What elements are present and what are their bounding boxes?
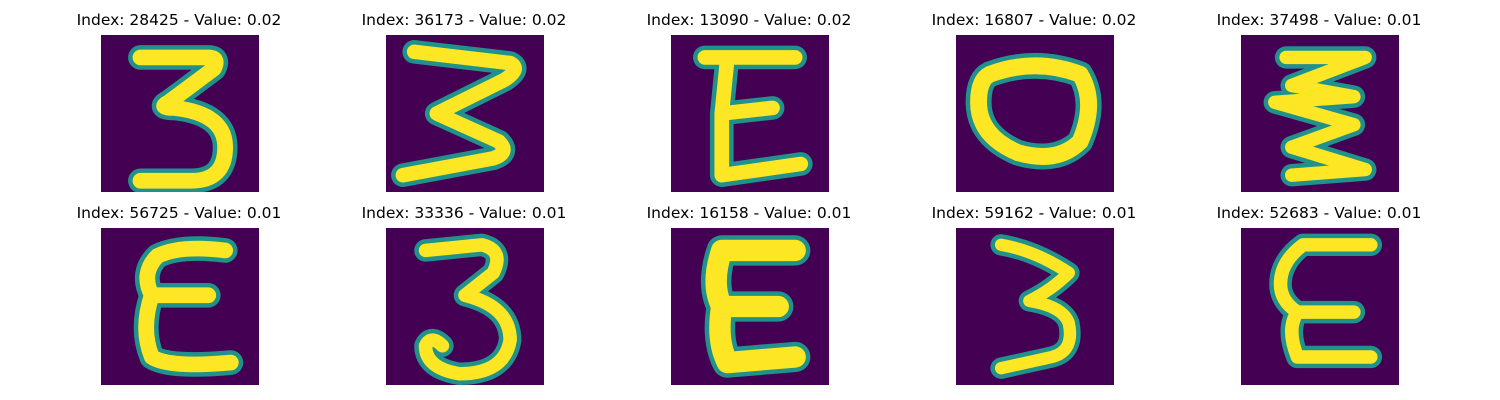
digit-image: [1241, 228, 1399, 385]
glyph-O-image: [965, 52, 1102, 170]
glyph-3-image: [990, 234, 1081, 379]
panel-title: Index: 16807 - Value: 0.02: [931, 11, 1137, 29]
panel-4: Index: 16807 - Value: 0.02: [884, 0, 1184, 193]
panel-title: Index: 36173 - Value: 0.02: [361, 11, 567, 29]
panel-2: Index: 36173 - Value: 0.02: [314, 0, 614, 193]
digit-image: [671, 35, 829, 192]
panel-8: Index: 16158 - Value: 0.01: [599, 193, 899, 386]
glyph-3-image: [128, 45, 238, 192]
glyph-3-image: [391, 40, 527, 187]
digit-image: [956, 228, 1114, 385]
digit-image: [101, 228, 259, 385]
digit-image: [101, 35, 259, 192]
panel-title: Index: 33336 - Value: 0.01: [361, 204, 567, 222]
digit-image: [671, 228, 829, 385]
panel-title: Index: 16158 - Value: 0.01: [646, 204, 852, 222]
panel-title: Index: 52683 - Value: 0.01: [1216, 204, 1422, 222]
panel-7: Index: 33336 - Value: 0.01: [314, 193, 614, 386]
digit-image: [386, 228, 544, 385]
panel-title: Index: 59162 - Value: 0.01: [931, 204, 1137, 222]
panel-title: Index: 37498 - Value: 0.01: [1216, 11, 1422, 29]
panel-title: Index: 56725 - Value: 0.01: [76, 204, 282, 222]
panel-title: Index: 28425 - Value: 0.02: [76, 11, 282, 29]
panel-3: Index: 13090 - Value: 0.02: [599, 0, 899, 193]
digit-image: [1241, 35, 1399, 192]
glyph-E-image: [700, 235, 811, 378]
glyph-3-image: [1263, 46, 1377, 187]
glyph-E-image: [1269, 233, 1383, 369]
glyph-E-image: [133, 236, 244, 377]
digit-image: [956, 35, 1114, 192]
panel-6: Index: 56725 - Value: 0.01: [29, 193, 329, 386]
digit-image: [386, 35, 544, 192]
panel-1: Index: 28425 - Value: 0.02: [29, 0, 329, 193]
panel-9: Index: 59162 - Value: 0.01: [884, 193, 1184, 386]
glyph-3-image: [414, 233, 522, 385]
panel-title: Index: 13090 - Value: 0.02: [646, 11, 852, 29]
glyph-E-image: [693, 45, 813, 187]
panel-5: Index: 37498 - Value: 0.01: [1169, 0, 1469, 193]
panel-10: Index: 52683 - Value: 0.01: [1169, 193, 1469, 386]
